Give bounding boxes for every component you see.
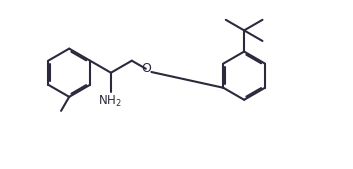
Text: NH$_2$: NH$_2$ bbox=[97, 94, 121, 109]
Text: O: O bbox=[141, 62, 151, 75]
